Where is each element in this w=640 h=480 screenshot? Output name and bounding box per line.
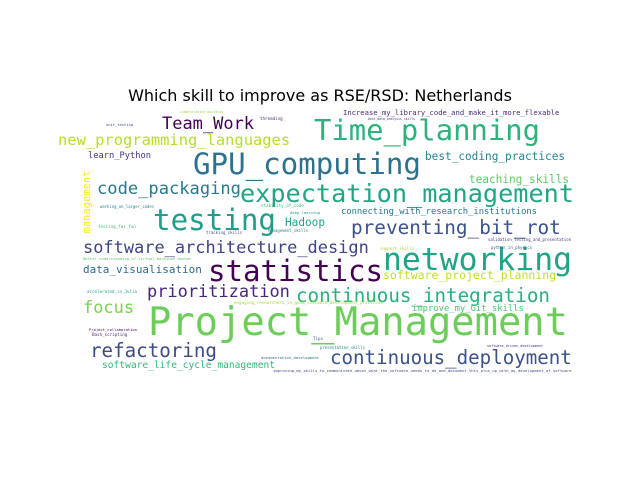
word-improve-my-git-skills: improve_my_Git_skills [412,304,524,314]
word-management-skills: Management_skills [268,228,308,233]
word-unit-testing: unit_testing [106,123,134,127]
word-engaging-researchers-in-good-software-development-practices: engaging_researchers_in_good_software_de… [234,300,383,305]
word-networking: networking [383,242,572,278]
word-project-management: Project_Management [148,300,568,345]
word-stability-of-code: stability_of_code [261,203,304,208]
word-python-in-physics: python_in_physics [491,245,533,250]
word-bash-scripting: Bash_scripting [92,332,128,337]
word-teaching-skills: teaching_skills [469,173,570,186]
word-communication-building: communication_building [180,110,224,114]
word-software-life-cycle-management: software_life_cycle_management [102,360,275,371]
word-testing: testing [153,203,277,237]
word-improving-my-skills-to-communicate-about-what-the-software-n: improving_my_skills_to_communicate_about… [273,368,572,373]
word-software-architecture-design: software_architecture_design [83,237,369,257]
word-project-collaboration: Project_collaboration [89,327,138,332]
word-focus: focus [83,297,135,317]
word-prioritization: prioritization [147,281,290,301]
word-learn-python: learn_Python [88,151,151,161]
word-team-work: Team_Work [162,114,255,134]
word-presentation-skills: presentation_skills [320,345,366,350]
word-expectation-management: expectation_management [240,179,575,208]
word-best-data-analysis-skills: best_data_analysis_skills [368,117,416,121]
word-new-programming-languages: new_programming_languages [58,131,291,149]
word-validation-testing-and-presentation: validation_testing_and_presentation [488,237,571,242]
word-continuous-integration: continuous_integration [296,284,550,307]
word-connecting-with-research-institutions: connecting_with_research_institutions [341,207,537,217]
word-support-skills: support_skills [380,246,415,251]
word-tracking-skills: tracking_skills [206,230,243,235]
chart-title: Which skill to improve as RSE/RSD: Nethe… [128,86,512,105]
word-best-coding-practices: best_coding_practices [425,150,566,163]
word-deep-learning: deep_learning [290,210,320,215]
word-statistics: statistics [208,254,384,288]
word-preventing-bit-rot: preventing_bit_rot [351,216,561,239]
word-testing-for-fun: testing_for_fun [98,224,136,229]
word-code-packaging: code_packaging [97,179,241,199]
word-documentation-development: documentation_development [261,355,320,360]
word-software-driven-development: software_driven_development [487,344,544,348]
word-data-visualisation: data_visualisation [83,263,202,276]
word-gpu-computing: GPU_computing [193,147,421,181]
word-threading: threading [260,116,283,121]
word-software-project-planning: software_project_planning [383,268,557,282]
word-accelerated-in-julia: accelerated_in_Julia [87,289,138,294]
word-working-on-larger-codes: working_on_larger_codes [100,204,155,209]
word-time-planning: Time_planning [314,113,540,147]
word-tips: Tips [313,336,324,341]
word-continuous-deployment: continuous_deployment [330,346,572,369]
word-better-understanding-of-virtual-machines-docker: Better_understanding_of_virtual_machines… [83,256,192,261]
word-refactoring: refactoring [90,339,217,362]
word-hadoop: Hadoop [285,216,326,229]
word-increase-my-library-code-and-make-it-more-flexable: Increase_my_library_code_and_make_it_mor… [343,108,560,117]
word-management: management [80,170,93,234]
